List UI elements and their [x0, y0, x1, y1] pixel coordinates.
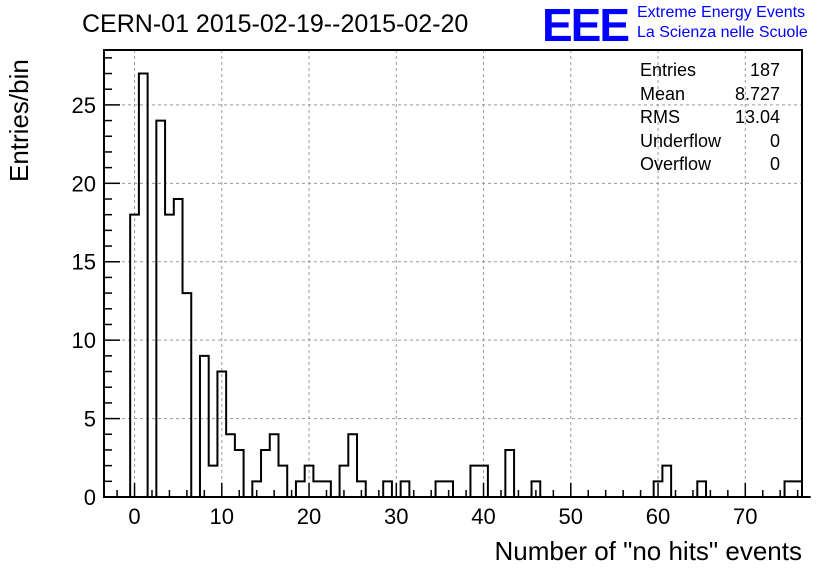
y-tick-label: 0: [84, 485, 96, 510]
stats-value: 8.727: [734, 83, 780, 104]
eee-logo: EEE: [542, 0, 630, 51]
x-tick-label: 0: [128, 504, 140, 529]
x-tick-label: 60: [646, 504, 670, 529]
x-tick-label: 30: [384, 504, 408, 529]
x-tick-label: 70: [733, 504, 757, 529]
stats-value: 187: [749, 60, 780, 80]
stats-row-mean: Mean 8.727: [640, 83, 780, 107]
y-tick-label: 20: [72, 171, 96, 196]
y-tick-label: 15: [72, 250, 96, 275]
stats-row-entries: Entries 187: [640, 59, 780, 83]
stats-label: Entries: [640, 60, 697, 80]
stats-value: 0: [769, 130, 780, 151]
stats-row-overflow: Overflow 0: [640, 153, 780, 177]
stats-row-rms: RMS 13.04: [640, 106, 780, 130]
stats-value: 0: [769, 154, 780, 174]
histogram-outline: [125, 72, 811, 498]
stats-box: Entries 187 Mean 8.727 RMS 13.04 Underflow 0…: [640, 59, 780, 177]
logo-line-1: Extreme Energy Events: [637, 4, 806, 21]
plot-frame: [103, 49, 803, 498]
y-tick-label: 10: [72, 328, 96, 353]
axis-ticks: 0 10 20 30 40 50 60 70 0 5 10 15 20 25: [72, 57, 799, 529]
x-tick-label: 50: [559, 504, 583, 529]
stats-label: Underflow: [640, 130, 722, 151]
stats-label: Overflow: [640, 154, 712, 174]
y-tick-label: 25: [72, 93, 96, 118]
chart-title: CERN-01 2015-02-19--2015-02-20: [82, 10, 469, 38]
x-tick-label: 10: [210, 504, 234, 529]
stats-row-underflow: Underflow 0: [640, 130, 780, 154]
x-tick-label: 20: [297, 504, 321, 529]
logo-line-2: La Scienza nelle Scuole: [637, 24, 808, 41]
x-axis-label: Number of "no hits" events: [494, 536, 803, 566]
y-axis-label: Entries/bin: [4, 59, 34, 182]
x-tick-label: 40: [471, 504, 495, 529]
stats-value: 13.04: [734, 107, 780, 127]
y-tick-label: 5: [84, 407, 96, 432]
stats-label: RMS: [640, 107, 680, 127]
stats-label: Mean: [640, 83, 686, 104]
